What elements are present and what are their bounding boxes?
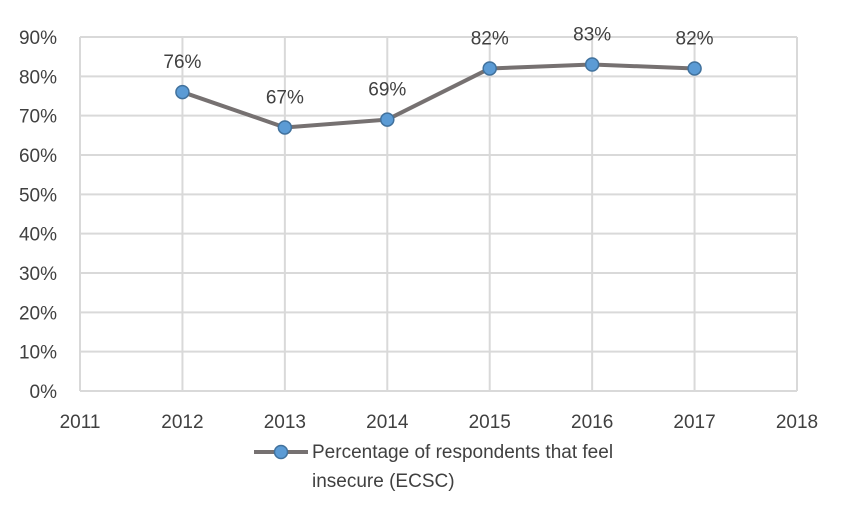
- x-tick-label: 2015: [469, 412, 511, 433]
- y-tick-label: 80%: [19, 67, 57, 88]
- y-tick-label: 0%: [30, 382, 58, 403]
- data-point: [584, 57, 600, 72]
- x-axis-tick-labels: 2011 2012 2013 2014 2015 2016 2017 2018: [60, 412, 819, 433]
- series-line: [181, 62, 695, 130]
- data-point: [687, 61, 702, 76]
- y-tick-label: 90%: [19, 28, 57, 49]
- y-axis-tick-labels: 0% 10% 20% 30% 40% 50% 60% 70% 80% 90%: [19, 28, 57, 403]
- data-point: [175, 84, 190, 100]
- data-point: [277, 120, 293, 135]
- y-tick-label: 10%: [19, 343, 57, 364]
- data-label: 76%: [163, 52, 201, 73]
- x-tick-label: 2011: [60, 412, 101, 433]
- x-tick-label: 2017: [673, 412, 715, 433]
- x-tick-label: 2012: [161, 412, 203, 433]
- y-tick-label: 40%: [19, 225, 57, 246]
- chart-legend: Percentage of respondents that feel inse…: [254, 442, 613, 492]
- data-point: [482, 61, 497, 76]
- x-tick-label: 2014: [366, 412, 409, 433]
- y-tick-label: 20%: [19, 303, 57, 324]
- data-labels: 76% 67% 69% 82% 83% 82%: [163, 25, 713, 109]
- data-label: 67%: [266, 87, 304, 108]
- y-tick-label: 30%: [19, 264, 57, 285]
- legend-label-line-1: Percentage of respondents that feel: [312, 442, 613, 463]
- y-tick-label: 60%: [19, 146, 57, 167]
- legend-label-line-2: insecure (ECSC): [312, 471, 455, 492]
- data-point: [380, 112, 395, 127]
- data-label: 83%: [573, 25, 611, 46]
- y-tick-label: 70%: [19, 107, 57, 128]
- data-label: 82%: [676, 28, 714, 49]
- data-label: 69%: [368, 80, 406, 101]
- chart-series: [175, 57, 702, 135]
- data-label: 82%: [471, 28, 509, 49]
- x-tick-label: 2013: [264, 412, 306, 433]
- x-tick-label: 2018: [776, 412, 818, 433]
- x-tick-label: 2016: [571, 412, 613, 433]
- y-tick-label: 50%: [19, 185, 57, 206]
- legend-marker-icon: [273, 444, 289, 460]
